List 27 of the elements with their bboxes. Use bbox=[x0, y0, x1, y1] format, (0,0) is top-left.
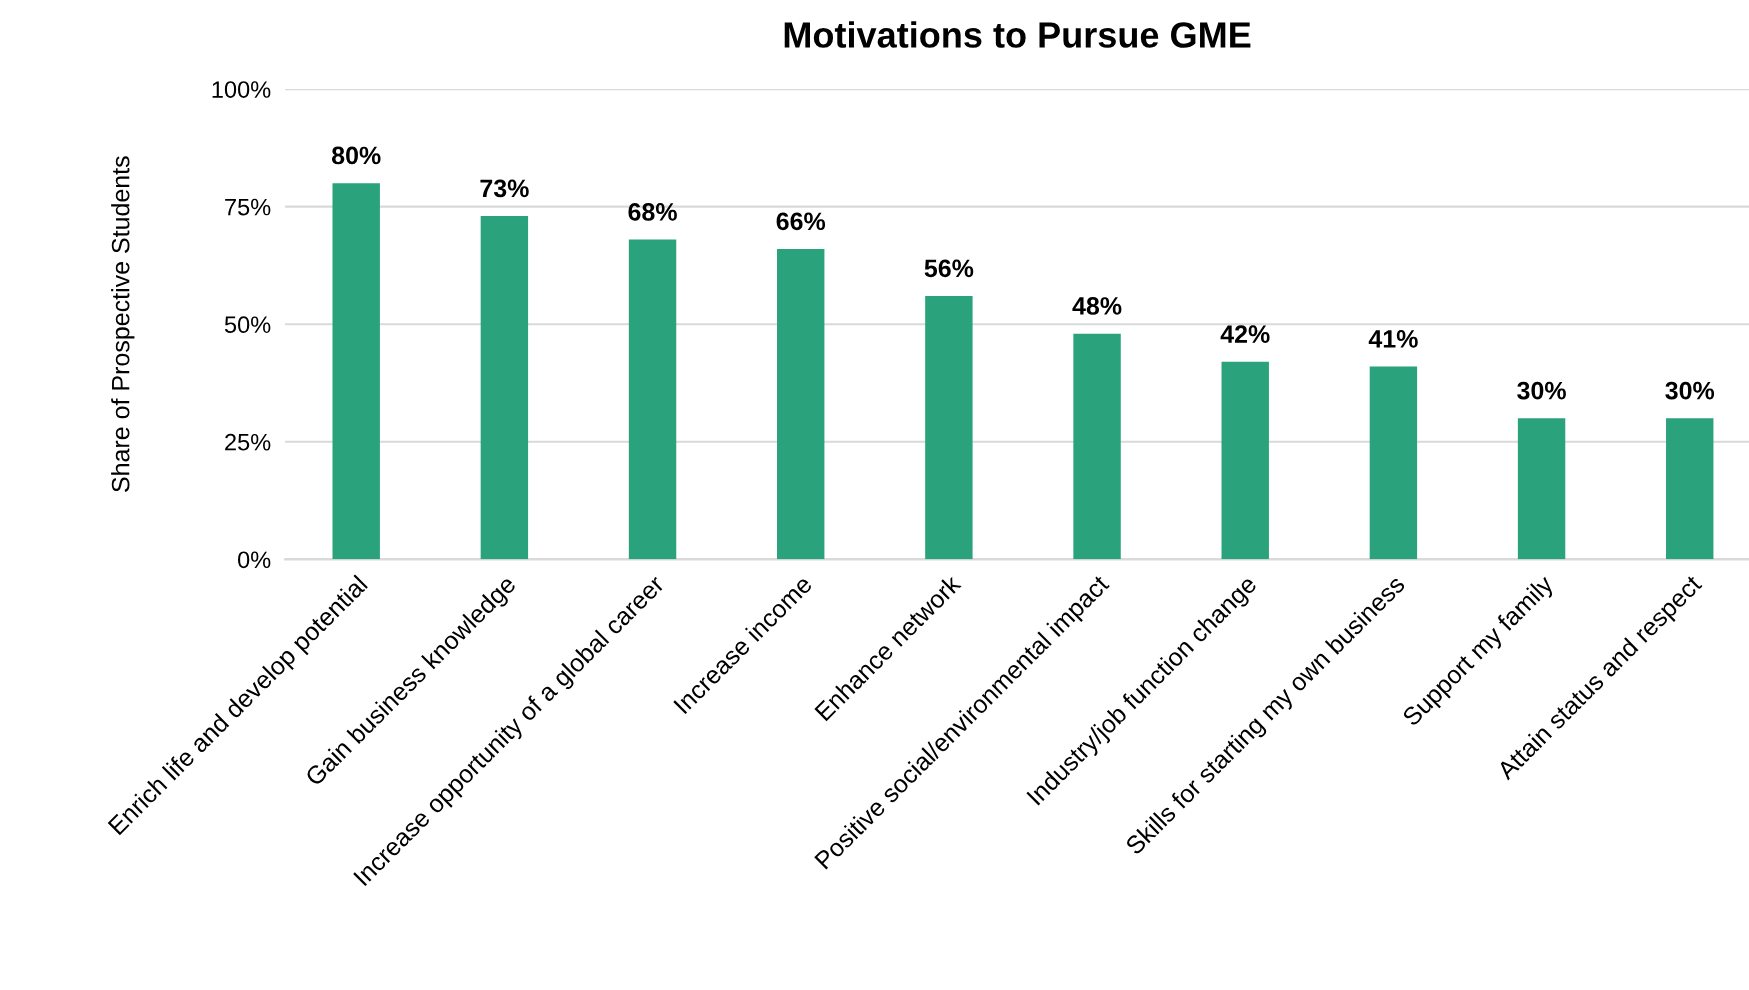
y-tick-label: 25% bbox=[225, 433, 271, 451]
bar bbox=[777, 248, 825, 560]
bar bbox=[480, 216, 529, 560]
data-label: 56% bbox=[924, 259, 974, 278]
bar bbox=[1221, 361, 1269, 560]
data-label: 30% bbox=[1517, 381, 1566, 400]
bar bbox=[1666, 418, 1714, 560]
bar bbox=[925, 296, 973, 560]
bar bbox=[1369, 366, 1418, 560]
data-label: 66% bbox=[776, 212, 826, 231]
bar bbox=[1517, 418, 1566, 560]
bar bbox=[332, 183, 380, 560]
data-label: 41% bbox=[1368, 330, 1418, 348]
data-label: 48% bbox=[1072, 297, 1122, 315]
data-label: 80% bbox=[331, 146, 381, 165]
bar bbox=[628, 239, 677, 560]
data-label: 42% bbox=[1220, 325, 1270, 343]
chart-title: Motivations to Pursue GME bbox=[784, 21, 1251, 48]
y-tick-label: 75% bbox=[225, 198, 271, 216]
bar bbox=[1073, 333, 1121, 560]
y-tick-label: 50% bbox=[224, 316, 271, 334]
data-label: 68% bbox=[628, 203, 677, 221]
y-tick-label: 100% bbox=[212, 81, 271, 98]
data-label: 30% bbox=[1665, 381, 1715, 400]
y-tick-label: 0% bbox=[237, 551, 271, 569]
data-label: 73% bbox=[480, 179, 529, 198]
y-axis-title: Share of Prospective Students bbox=[111, 156, 135, 492]
